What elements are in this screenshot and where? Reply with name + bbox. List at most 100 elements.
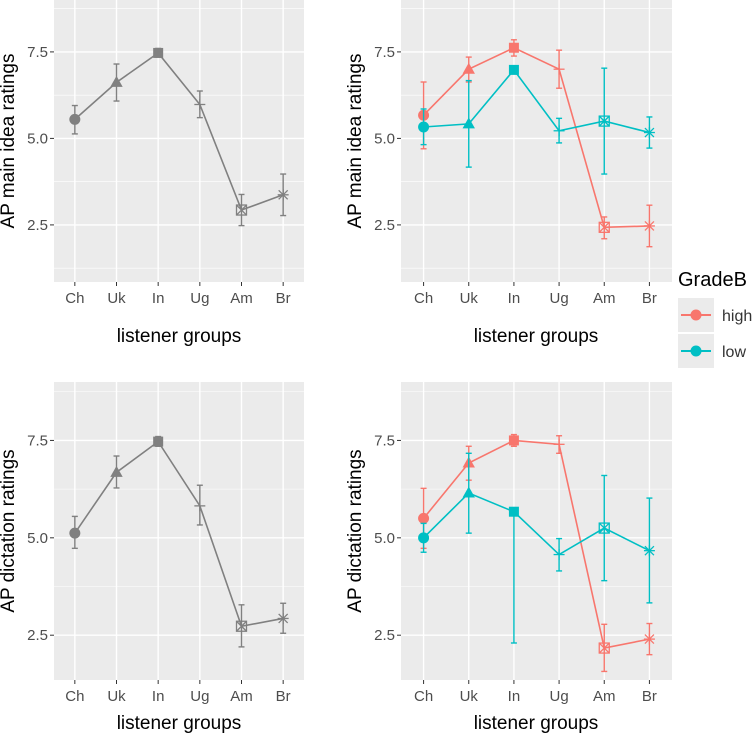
x-tick-label: Ug [190, 688, 209, 705]
legend: GradeB high low [676, 258, 754, 368]
chart-panel-bottom-left: 2.5 5.0 7.5 Ch Uk In Ug Am Br listener groups AP d… [0, 382, 304, 734]
data-point-Br [277, 612, 289, 624]
data-point-Br [277, 189, 289, 201]
marker-square [508, 506, 519, 517]
data-point-Br [643, 633, 655, 645]
series-line [74, 51, 284, 212]
x-tick-label: Am [593, 290, 616, 307]
series-line [74, 440, 284, 628]
chart-panel-bottom-right: 2.5 5.0 7.5 Ch Uk In Ug Am Br listener groups AP d… [345, 382, 672, 734]
x-tick-label: Uk [460, 688, 479, 705]
chart-panel-top-left: 2.5 5.0 7.5 Ch Uk In Ug Am Br listener groups AP m… [0, 0, 304, 347]
data-point-Ch [69, 113, 81, 125]
x-tick-label: In [508, 688, 521, 705]
data-point-Ug [553, 63, 565, 75]
y-axis-label: AP dictation ratings [0, 449, 19, 612]
x-tick-label: Uk [107, 688, 126, 705]
marker-boxx-d2 [598, 522, 610, 534]
x-tick-label: Ug [549, 290, 568, 307]
y-tick-label: 5.0 [27, 130, 48, 147]
x-tick-label: Br [642, 290, 657, 307]
y-tick-label: 2.5 [27, 627, 48, 644]
marker-star-d2 [644, 127, 655, 138]
data-point-Ug [194, 500, 206, 512]
data-point-Uk [110, 75, 123, 87]
y-axis-label: AP main idea ratings [345, 54, 366, 229]
x-tick-label: In [508, 290, 521, 307]
x-tick-label: Ug [549, 688, 568, 705]
marker-boxx-box [598, 115, 610, 127]
data-point-Ch [418, 121, 430, 133]
x-tick-label: Ug [190, 290, 209, 307]
data-point-Uk [110, 465, 123, 477]
marker-square [153, 47, 164, 58]
data-point-Br [643, 127, 655, 139]
y-axis-label: AP main idea ratings [0, 54, 19, 229]
data-point-In [153, 436, 164, 447]
marker-star-d2 [278, 613, 289, 624]
plot-background [401, 382, 672, 680]
series-line [423, 68, 650, 134]
legend-title: GradeB [678, 269, 747, 291]
data-point-Uk [462, 117, 475, 129]
data-point-Uk [462, 486, 475, 498]
data-point-Am [598, 642, 610, 654]
marker-circle [69, 527, 81, 539]
x-tick-label: Ch [65, 688, 84, 705]
series-all [69, 435, 289, 648]
legend-label-low: low [722, 344, 746, 361]
y-tick-label: 5.0 [374, 130, 395, 147]
data-point-Am [598, 221, 610, 233]
x-tick-label: Am [593, 688, 616, 705]
marker-square [153, 436, 164, 447]
x-tick-label: Br [642, 688, 657, 705]
data-point-In [508, 64, 519, 75]
y-tick-label: 5.0 [27, 530, 48, 547]
series-line [422, 439, 650, 649]
data-point-Br [643, 545, 655, 557]
marker-boxx-box [598, 221, 610, 233]
x-tick-label: In [152, 290, 165, 307]
x-tick-label: Ch [414, 688, 433, 705]
marker-boxx-d2 [236, 204, 247, 216]
plot-background [54, 382, 304, 680]
x-axis-label: listener groups [474, 326, 599, 347]
marker-boxx-box [598, 522, 610, 534]
x-axis-label: listener groups [474, 713, 599, 734]
series-high [418, 39, 655, 248]
marker-circle [69, 113, 81, 125]
legend-key-high-marker [690, 309, 702, 321]
series-line [423, 46, 650, 229]
legend-key-low-marker [690, 345, 702, 357]
marker-square [508, 64, 519, 75]
data-point-In [508, 42, 519, 53]
data-point-Ch [69, 527, 81, 539]
marker-triangle [110, 75, 123, 87]
y-tick-label: 5.0 [374, 530, 395, 547]
x-axis-label: listener groups [117, 326, 242, 347]
data-point-Uk [462, 62, 475, 74]
data-point-In [153, 47, 164, 58]
series-all [69, 47, 289, 227]
data-point-Ug [194, 98, 206, 110]
marker-triangle [462, 486, 475, 498]
data-point-Ch [418, 532, 430, 544]
marker-circle [418, 532, 430, 544]
marker-square [508, 435, 519, 446]
series-low [418, 452, 655, 644]
y-axis-label: AP dictation ratings [345, 449, 366, 612]
data-point-Ug [553, 549, 565, 561]
marker-boxx-d2 [236, 620, 247, 632]
data-point-Ug [553, 125, 565, 137]
x-tick-label: In [152, 688, 165, 705]
y-tick-label: 2.5 [374, 627, 395, 644]
marker-star-d2 [644, 545, 655, 556]
x-tick-label: Br [276, 688, 291, 705]
chart-panel-top-right: 2.5 5.0 7.5 Ch Uk In Ug Am Br listener groups AP m… [345, 0, 672, 347]
data-point-Am [598, 522, 610, 534]
marker-star-d2 [644, 220, 655, 231]
marker-triangle [462, 62, 475, 74]
x-tick-label: Am [230, 290, 253, 307]
data-point-Ug [553, 438, 565, 450]
data-point-In [508, 435, 519, 446]
